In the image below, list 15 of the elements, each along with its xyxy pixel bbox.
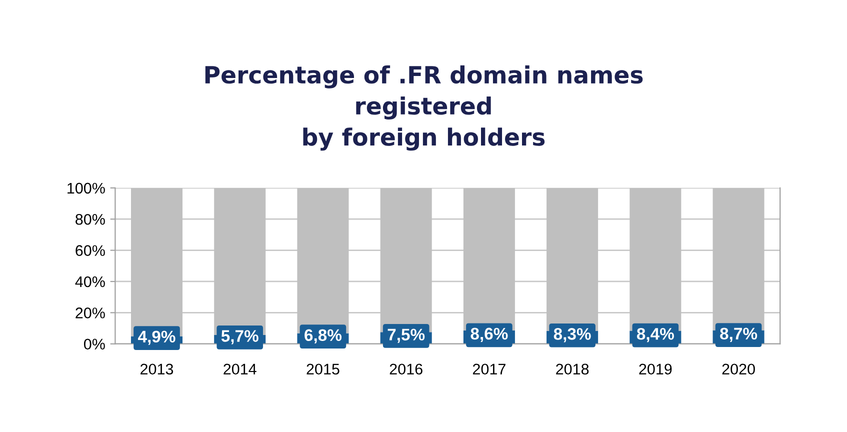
x-tick-label: 2013 <box>140 364 174 375</box>
x-tick-label: 2020 <box>722 364 755 375</box>
x-tick-label: 2017 <box>472 364 506 375</box>
y-tick-label: 20% <box>76 308 105 318</box>
x-tick-label: 2018 <box>556 364 589 375</box>
x-tick-label: 2015 <box>306 364 340 375</box>
chart-title: Percentage of .FR domain names registered by foreign holders <box>205 65 643 151</box>
y-tick-label: 60% <box>76 245 105 256</box>
x-tick-label: 2016 <box>390 364 422 375</box>
x-tick-label: 2014 <box>224 364 256 375</box>
y-tick-label: 100% <box>68 182 105 194</box>
y-tick-label: 0% <box>84 338 105 350</box>
y-tick-label: 80% <box>76 214 105 225</box>
x-tick-label: 2019 <box>639 364 672 375</box>
y-tick-label: 40% <box>75 276 105 288</box>
